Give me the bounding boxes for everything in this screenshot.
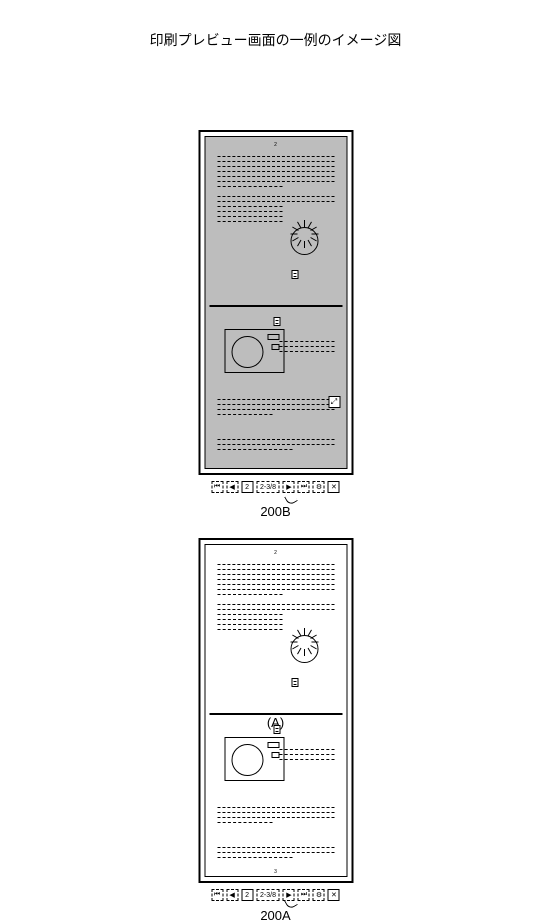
screen-frame: 2 3 <box>198 538 353 883</box>
preview-device-b: 2 ⤢ ⏮◀22-3/8▶⏭⚙✕ <box>198 130 353 500</box>
text-line <box>217 822 272 823</box>
text-line <box>217 414 272 415</box>
first-button[interactable]: ⏮ <box>211 889 223 901</box>
current-page[interactable]: 2 <box>241 481 253 493</box>
text-line <box>217 812 334 813</box>
text-line <box>217 166 334 167</box>
text-line <box>217 594 282 595</box>
sun-icon <box>291 227 319 255</box>
text-line <box>217 609 334 610</box>
text-line <box>217 439 334 440</box>
text-line <box>217 574 334 575</box>
text-line <box>217 852 334 853</box>
page-bottom <box>209 309 342 464</box>
bookmark-icon <box>273 317 280 326</box>
last-button[interactable]: ⏭ <box>298 889 310 901</box>
page-divider <box>209 713 342 715</box>
text-line <box>217 211 282 212</box>
page-counter: 2-3/8 <box>256 889 280 901</box>
page-number-bottom: 3 <box>274 869 277 875</box>
first-button[interactable]: ⏮ <box>211 481 223 493</box>
page-bottom <box>209 717 342 872</box>
text-line <box>217 404 334 405</box>
figure-title: 印刷プレビュー画面の一例のイメージ図 <box>150 30 402 50</box>
bookmark-icon <box>291 270 298 279</box>
current-page[interactable]: 2 <box>241 889 253 901</box>
last-button[interactable]: ⏭ <box>298 481 310 493</box>
text-line <box>217 196 334 197</box>
text-line <box>279 346 334 347</box>
prev-button[interactable]: ◀ <box>226 481 238 493</box>
screen-area: 2 ⤢ <box>204 136 347 469</box>
text-line <box>217 807 334 808</box>
close-button[interactable]: ✕ <box>328 889 340 901</box>
screen-area: 2 3 <box>204 544 347 877</box>
text-line <box>217 201 334 202</box>
text-line <box>217 171 334 172</box>
camera-icon <box>224 737 284 781</box>
camera-icon <box>224 329 284 373</box>
text-line <box>217 629 282 630</box>
sun-icon <box>291 635 319 663</box>
next-button[interactable]: ▶ <box>283 481 295 493</box>
page-top <box>209 148 342 303</box>
text-line <box>217 584 334 585</box>
text-line <box>217 156 334 157</box>
text-line <box>217 579 334 580</box>
text-line <box>217 181 334 182</box>
prev-button[interactable]: ◀ <box>226 889 238 901</box>
text-line <box>217 399 334 400</box>
text-line <box>217 186 282 187</box>
bookmark-icon <box>273 725 280 734</box>
expand-icon[interactable]: ⤢ <box>328 396 340 408</box>
text-line <box>217 564 334 565</box>
text-line <box>217 409 334 410</box>
toolbar-a: ⏮◀22-3/8▶⏭⚙✕ <box>198 885 353 905</box>
text-line <box>217 589 334 590</box>
page-counter: 2-3/8 <box>256 481 280 493</box>
text-line <box>279 351 334 352</box>
toolbar-b: ⏮◀22-3/8▶⏭⚙✕ <box>198 477 353 497</box>
screen-frame: 2 ⤢ <box>198 130 353 475</box>
text-line <box>279 754 334 755</box>
text-line <box>217 444 334 445</box>
text-line <box>279 759 334 760</box>
page-divider <box>209 305 342 307</box>
text-line <box>217 604 334 605</box>
text-line <box>217 619 282 620</box>
text-line <box>217 206 282 207</box>
text-line <box>279 749 334 750</box>
settings-button[interactable]: ⚙ <box>313 889 325 901</box>
text-line <box>217 216 282 217</box>
text-line <box>217 221 282 222</box>
text-line <box>217 624 282 625</box>
text-line <box>217 569 334 570</box>
text-line <box>217 176 334 177</box>
text-line <box>217 614 282 615</box>
preview-device-a: 2 3 ⏮◀22-3/8▶⏭⚙✕ <box>198 538 353 908</box>
text-line <box>279 341 334 342</box>
text-line <box>217 161 334 162</box>
text-line <box>217 847 334 848</box>
text-line <box>217 857 292 858</box>
text-line <box>217 449 292 450</box>
bookmark-icon <box>291 678 298 687</box>
reference-label-b: 200B <box>260 504 290 519</box>
close-button[interactable]: ✕ <box>328 481 340 493</box>
page-top <box>209 556 342 711</box>
settings-button[interactable]: ⚙ <box>313 481 325 493</box>
text-line <box>217 817 334 818</box>
